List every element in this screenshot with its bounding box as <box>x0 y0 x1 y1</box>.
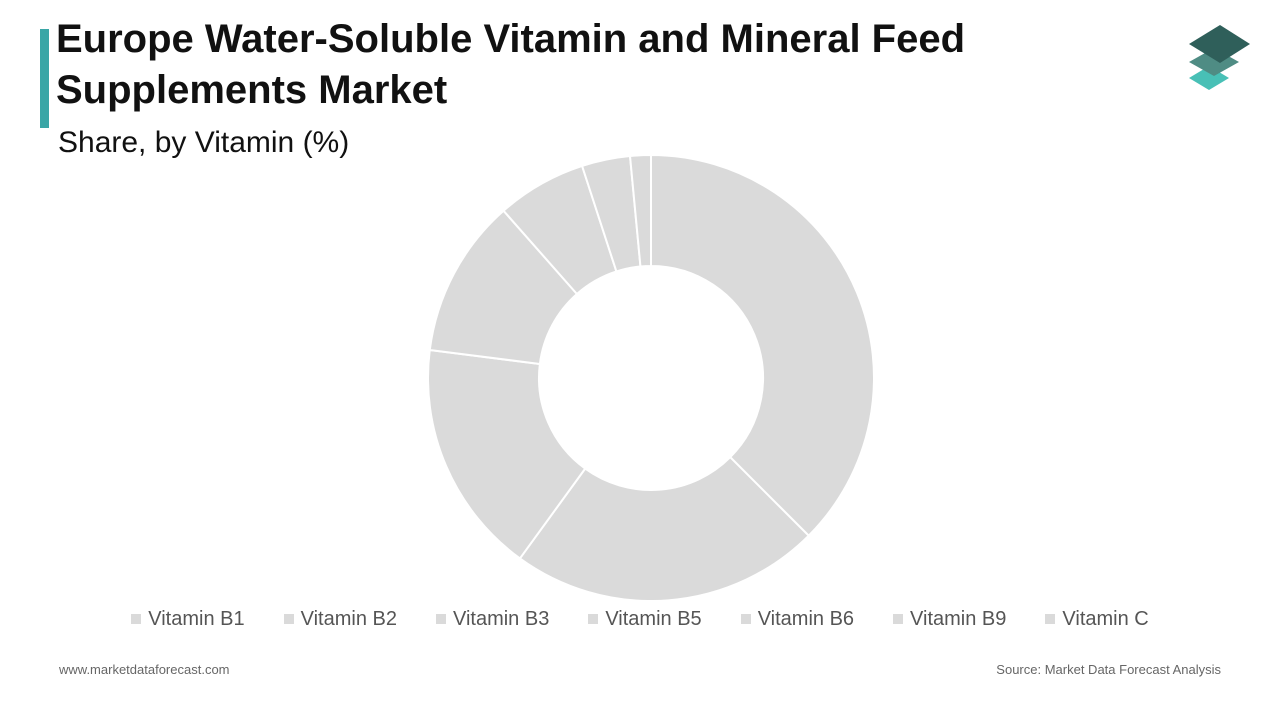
donut-slice-vitamin-b3 <box>427 348 587 560</box>
donut-slice-vitamin-b2 <box>518 455 811 600</box>
footer-website: www.marketdataforecast.com <box>59 662 230 677</box>
legend-label: Vitamin B1 <box>148 607 245 630</box>
legend-item-vitamin-b5: Vitamin B5 <box>588 607 702 631</box>
legend-swatch <box>435 614 446 624</box>
legend-item-vitamin-b9: Vitamin B9 <box>893 608 1006 631</box>
legend-swatch <box>283 614 294 624</box>
legend-item-vitamin-c: Vitamin C <box>1045 607 1149 631</box>
legend-swatch <box>1045 614 1056 624</box>
chart-subtitle: Share, by Vitamin (%) <box>58 126 350 159</box>
legend-label: Vitamin B3 <box>452 607 550 630</box>
legend-label: Vitamin B9 <box>910 607 1007 630</box>
legend-item-vitamin-b3: Vitamin B3 <box>435 607 550 631</box>
stacked-layers-logo-icon <box>1189 25 1250 90</box>
legend-swatch <box>893 614 904 624</box>
legend-swatch <box>588 614 599 624</box>
chart-legend: Vitamin B1 Vitamin B2 Vitamin B3 Vitamin B5… <box>0 604 1280 634</box>
legend-item-vitamin-b6: Vitamin B6 <box>740 607 855 631</box>
legend-label: Vitamin B2 <box>300 607 397 630</box>
legend-item-vitamin-b1: Vitamin B1 <box>131 607 245 631</box>
donut-slice-vitamin-b1 <box>650 153 875 538</box>
donut-slice-vitamin-c <box>628 153 652 268</box>
title-accent-bar <box>40 29 49 128</box>
chart-title: Europe Water-Soluble Vitamin and Mineral… <box>56 17 966 112</box>
legend-item-vitamin-b2: Vitamin B2 <box>283 607 397 631</box>
donut-chart <box>427 153 875 600</box>
legend-label: Vitamin B6 <box>757 607 855 630</box>
legend-swatch <box>131 614 142 624</box>
legend-label: Vitamin B5 <box>605 607 702 630</box>
legend-swatch <box>740 614 751 624</box>
legend-label: Vitamin C <box>1062 607 1149 630</box>
logo-layer-top <box>1189 25 1250 63</box>
footer-source: Source: Market Data Forecast Analysis <box>996 662 1221 677</box>
